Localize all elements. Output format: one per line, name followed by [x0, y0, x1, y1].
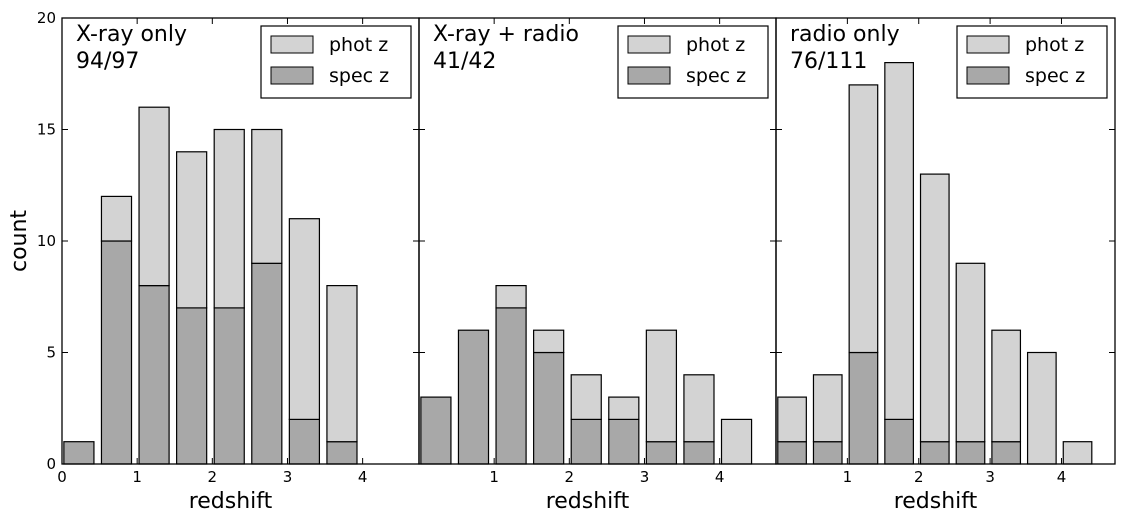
bar-spec-z — [288, 418, 321, 465]
bar-spec-z — [63, 441, 95, 465]
y-tick-label: 5 — [46, 344, 56, 362]
y-tick-label: 10 — [37, 232, 56, 250]
bar-spec-z — [848, 351, 879, 465]
x-tick-label: 1 — [843, 468, 853, 486]
x-tick-label: 3 — [283, 468, 293, 486]
bar-spec-z — [176, 307, 208, 465]
legend: phot z spec z — [956, 25, 1108, 99]
bar-phot-z — [100, 195, 133, 242]
y-tick-label: 20 — [37, 9, 56, 27]
legend: phot z spec z — [260, 25, 412, 99]
bar-phot-z — [812, 374, 843, 443]
bar-spec-z — [645, 441, 678, 465]
x-tick-label: 3 — [640, 468, 650, 486]
panel-annotation-count: 41/42 — [433, 49, 496, 74]
bar-spec-z — [495, 307, 527, 465]
bar-spec-z — [777, 441, 807, 465]
bar-spec-z — [457, 329, 490, 465]
bar-phot-z — [683, 374, 715, 443]
bar-spec-z — [683, 441, 715, 465]
legend: phot z spec z — [617, 25, 769, 99]
bar-spec-z — [812, 441, 843, 465]
bar-spec-z — [533, 351, 565, 465]
x-tick-label: 2 — [208, 468, 218, 486]
bar-spec-z — [884, 418, 914, 465]
x-axis-label: redshift — [546, 489, 630, 514]
bar-spec-z — [570, 418, 602, 465]
x-axis-label: redshift — [189, 489, 273, 514]
bar-spec-z — [991, 441, 1022, 465]
x-tick-label: 1 — [132, 468, 142, 486]
bar-phot-z — [326, 285, 358, 443]
x-tick-label: 4 — [358, 468, 368, 486]
bar-phot-z — [176, 151, 208, 309]
panel-annotation: radio only — [790, 22, 900, 47]
bar-phot-z — [777, 396, 807, 443]
panel-annotation: X-ray only — [76, 22, 187, 47]
x-tick-label: 2 — [914, 468, 924, 486]
bar-spec-z — [420, 396, 452, 465]
bar-phot-z — [884, 61, 914, 420]
bar-spec-z — [955, 441, 986, 465]
legend-swatch-phot — [966, 35, 1010, 54]
x-tick-label: 2 — [565, 468, 575, 486]
y-tick-label: 15 — [37, 121, 56, 139]
bar-phot-z — [848, 84, 879, 354]
bar-spec-z — [326, 441, 358, 465]
bar-phot-z — [645, 329, 678, 443]
bar-phot-z — [213, 128, 245, 309]
x-tick-label: 4 — [1057, 468, 1067, 486]
x-axis-label: redshift — [894, 489, 978, 514]
x-tick-label: 0 — [57, 468, 67, 486]
bar-phot-z — [919, 173, 950, 443]
bar-phot-z — [533, 329, 565, 354]
legend-swatch-spec — [627, 66, 671, 85]
y-axis-label: count — [7, 210, 32, 272]
panel-annotation: X-ray + radio — [433, 22, 579, 47]
x-tick-label: 3 — [985, 468, 995, 486]
legend-swatch-spec — [270, 66, 314, 85]
bar-phot-z — [138, 106, 170, 287]
legend-label: spec z — [686, 65, 746, 87]
bar-spec-z — [251, 262, 283, 465]
bar-phot-z — [495, 285, 527, 309]
bar-spec-z — [100, 240, 133, 465]
legend-label: phot z — [1025, 34, 1084, 56]
y-tick-label: 0 — [46, 455, 56, 473]
x-tick-label: 4 — [715, 468, 725, 486]
legend-label: spec z — [1025, 65, 1085, 87]
bar-phot-z — [608, 396, 640, 421]
panel-annotation-count: 94/97 — [76, 49, 139, 74]
bar-phot-z — [251, 128, 283, 264]
legend-label: phot z — [329, 34, 388, 56]
bar-phot-z — [955, 262, 986, 443]
bar-phot-z — [288, 218, 321, 420]
bar-spec-z — [608, 418, 640, 465]
legend-swatch-phot — [627, 35, 671, 54]
bar-phot-z — [720, 418, 753, 465]
legend-label: spec z — [329, 65, 389, 87]
legend-label: phot z — [686, 34, 745, 56]
bar-spec-z — [138, 285, 170, 465]
bar-phot-z — [1026, 351, 1057, 465]
legend-swatch-spec — [966, 66, 1010, 85]
bar-phot-z — [991, 329, 1022, 443]
bar-spec-z — [213, 307, 245, 465]
legend-swatch-phot — [270, 35, 314, 54]
panel-annotation-count: 76/111 — [790, 49, 867, 74]
bar-phot-z — [1062, 441, 1093, 465]
bar-phot-z — [570, 374, 602, 420]
bar-spec-z — [919, 441, 950, 465]
x-tick-label: 1 — [489, 468, 499, 486]
